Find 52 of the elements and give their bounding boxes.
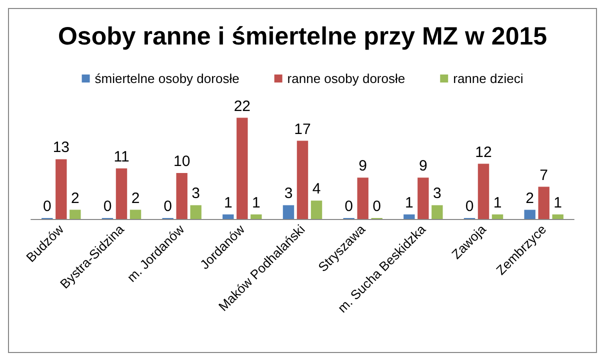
- bar: [432, 205, 443, 219]
- legend-label: śmiertelne osoby dorosłe: [94, 71, 240, 86]
- data-label: 4: [312, 180, 321, 198]
- data-label: 12: [475, 144, 492, 161]
- bar: [70, 210, 81, 219]
- bar: [418, 178, 429, 219]
- bar: [130, 210, 142, 219]
- data-label: 3: [433, 185, 442, 202]
- data-label: 7: [540, 166, 548, 184]
- bar: [492, 214, 504, 219]
- bar: [236, 118, 248, 219]
- bar: [357, 178, 368, 219]
- bar: [190, 205, 202, 219]
- data-label: 22: [234, 98, 251, 115]
- bar: [282, 205, 294, 219]
- data-label: 1: [404, 194, 414, 212]
- bar: [404, 214, 415, 219]
- bar: [222, 214, 234, 219]
- bar: [56, 159, 67, 219]
- data-label: 13: [52, 139, 70, 156]
- bar: [538, 186, 550, 219]
- data-label: 2: [131, 190, 140, 207]
- data-label: 0: [344, 198, 353, 215]
- data-label: 9: [358, 158, 368, 175]
- bar: [524, 210, 536, 219]
- legend-label: ranne osoby dorosłe: [287, 71, 406, 86]
- data-label: 1: [554, 194, 562, 212]
- data-label: 11: [114, 148, 130, 166]
- chart-title: Osoby ranne i śmiertelne przy MZ w 2015: [58, 22, 548, 50]
- data-label: 3: [284, 185, 293, 202]
- data-label: 1: [224, 194, 232, 212]
- data-label: 9: [418, 158, 428, 175]
- data-label: 17: [294, 120, 311, 138]
- data-label: 3: [192, 185, 200, 202]
- bar: [176, 173, 188, 219]
- data-label: 1: [493, 194, 502, 212]
- bar: [310, 200, 322, 219]
- bar: [478, 164, 490, 219]
- data-label: 2: [526, 190, 534, 207]
- data-label: 0: [42, 198, 52, 215]
- data-label: 1: [252, 194, 260, 212]
- bar: [552, 214, 564, 219]
- bar: [296, 140, 308, 219]
- data-label: 0: [103, 198, 112, 215]
- data-label: 0: [164, 198, 172, 215]
- data-label: 0: [465, 198, 474, 215]
- data-label: 2: [71, 190, 80, 207]
- bar: [116, 168, 128, 219]
- data-label: 0: [372, 198, 382, 215]
- bar: [250, 214, 262, 219]
- legend-label: ranne dzieci: [453, 71, 524, 86]
- data-label: 10: [173, 153, 190, 170]
